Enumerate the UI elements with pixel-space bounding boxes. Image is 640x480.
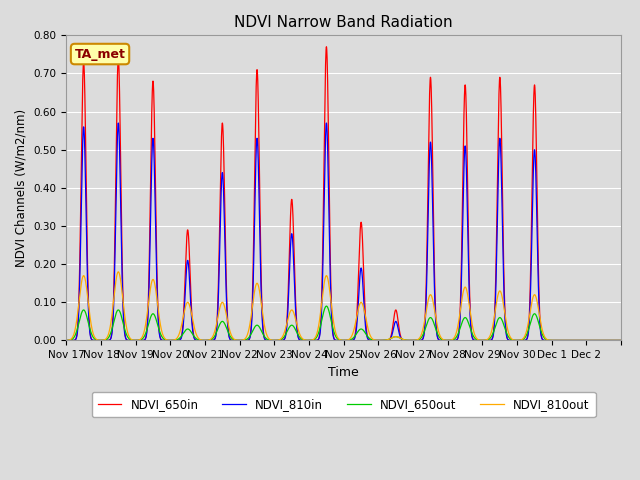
NDVI_650in [617, 337, 625, 343]
NDVI_810in [532, 197, 540, 203]
NDVI_810in [115, 120, 122, 126]
Text: TA_met: TA_met [75, 48, 125, 60]
NDVI_810out [617, 337, 625, 343]
NDVI_810out [550, 337, 558, 343]
NDVI_650in [464, 193, 472, 199]
NDVI_810out [115, 269, 122, 275]
NDVI_650out [617, 337, 625, 343]
NDVI_810in [464, 228, 472, 234]
NDVI_650out [499, 320, 507, 326]
NDVI_810out [176, 328, 184, 334]
Y-axis label: NDVI Channels (W/m2/nm): NDVI Channels (W/m2/nm) [15, 109, 28, 267]
NDVI_810out [464, 292, 472, 298]
NDVI_650out [532, 313, 540, 319]
NDVI_810out [611, 337, 619, 343]
NDVI_650in [176, 337, 184, 343]
Title: NDVI Narrow Band Radiation: NDVI Narrow Band Radiation [234, 15, 453, 30]
NDVI_810out [499, 300, 507, 305]
NDVI_650out [176, 335, 184, 341]
NDVI_650in [323, 44, 330, 49]
NDVI_650in [611, 337, 619, 343]
NDVI_650out [415, 337, 422, 343]
NDVI_650in [63, 337, 70, 343]
Line: NDVI_650out: NDVI_650out [67, 306, 621, 340]
NDVI_650in [532, 150, 540, 156]
NDVI_650out [550, 337, 557, 343]
NDVI_810out [63, 337, 70, 343]
NDVI_810in [63, 337, 70, 343]
NDVI_650out [323, 303, 330, 309]
Line: NDVI_650in: NDVI_650in [67, 47, 621, 340]
NDVI_650out [63, 337, 70, 343]
NDVI_810in [617, 337, 625, 343]
NDVI_650in [499, 233, 507, 239]
NDVI_810in [499, 257, 507, 263]
NDVI_650out [611, 337, 619, 343]
NDVI_650in [415, 337, 422, 343]
NDVI_810out [415, 336, 422, 342]
NDVI_810in [176, 337, 184, 343]
NDVI_650out [464, 318, 472, 324]
Legend: NDVI_650in, NDVI_810in, NDVI_650out, NDVI_810out: NDVI_650in, NDVI_810in, NDVI_650out, NDV… [92, 392, 596, 417]
NDVI_810in [415, 337, 422, 343]
X-axis label: Time: Time [328, 366, 359, 379]
Line: NDVI_810out: NDVI_810out [67, 272, 621, 340]
NDVI_810out [532, 296, 540, 301]
NDVI_810in [611, 337, 619, 343]
Line: NDVI_810in: NDVI_810in [67, 123, 621, 340]
